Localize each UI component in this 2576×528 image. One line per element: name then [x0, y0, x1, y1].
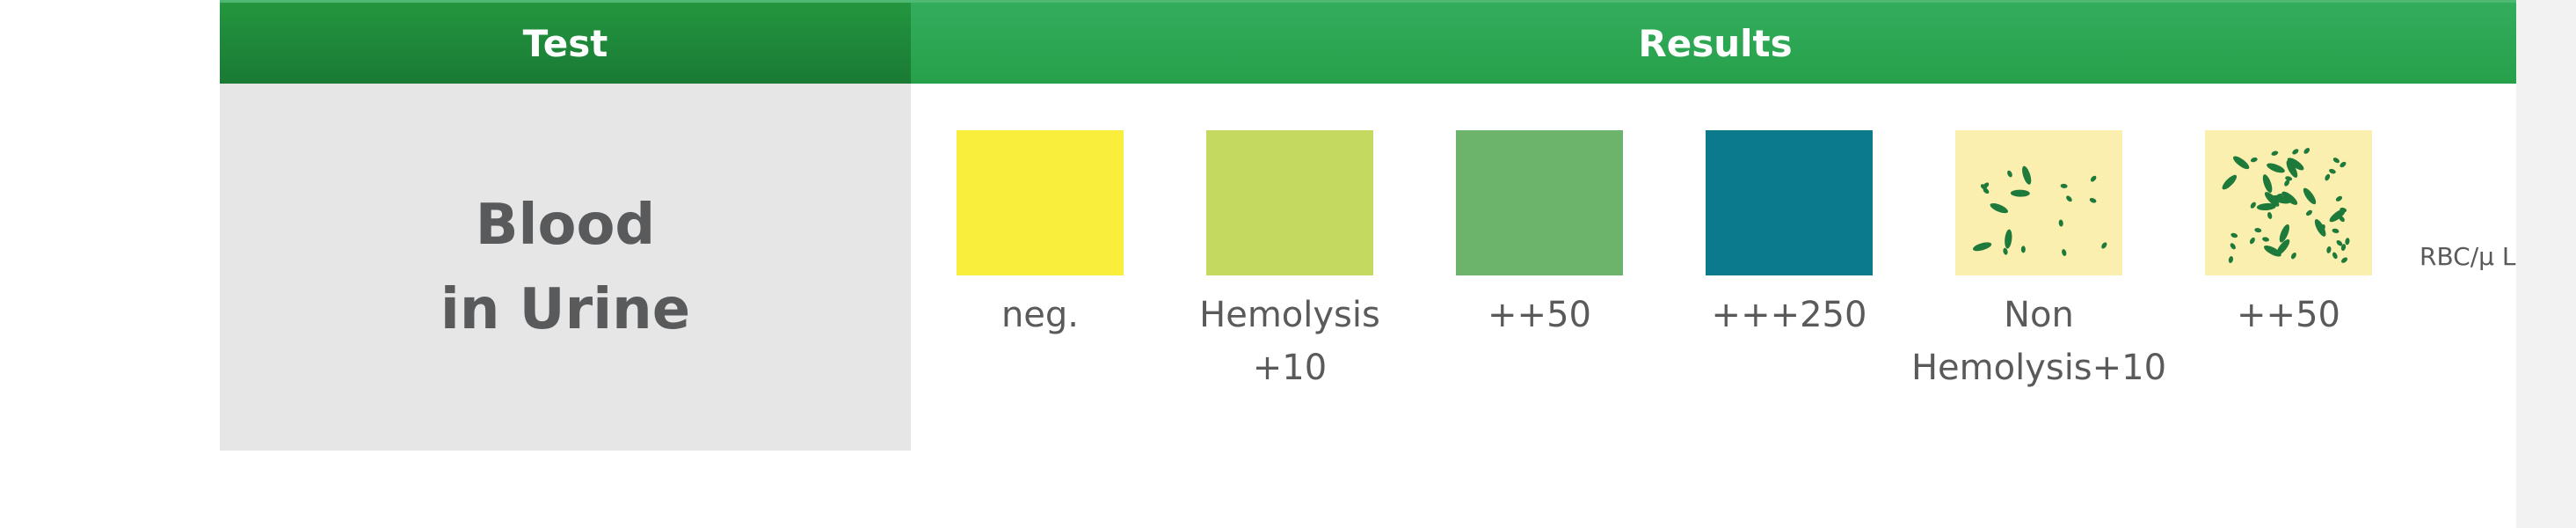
spot — [2022, 165, 2032, 185]
spot — [2003, 247, 2008, 255]
result-label-line1: Hemolysis — [1199, 295, 1380, 335]
result-label-line1: Non — [2004, 295, 2074, 335]
spot — [2271, 194, 2291, 204]
result-label-line1: +++250 — [1711, 295, 1867, 335]
spot — [1990, 202, 2009, 214]
spot — [2250, 202, 2256, 209]
spot — [2279, 224, 2289, 243]
spot — [2281, 191, 2298, 205]
spot — [2335, 195, 2343, 202]
color-swatch-3 — [1706, 130, 1873, 275]
spot — [2010, 189, 2030, 197]
result-label-4: Non Hemolysis+10 — [1907, 289, 2171, 394]
spot — [2287, 158, 2304, 171]
spot — [2058, 219, 2063, 227]
color-swatch-5 — [2205, 130, 2372, 275]
spot — [2230, 232, 2238, 238]
spot — [2249, 237, 2255, 245]
spot — [2303, 187, 2317, 205]
result-label-line1: ++50 — [1488, 295, 1591, 335]
spot — [2340, 161, 2347, 168]
result-label-1: Hemolysis +10 — [1158, 289, 1422, 394]
spot — [2332, 228, 2340, 233]
color-swatch-4 — [1955, 130, 2122, 275]
result-label-5: ++50 — [2157, 289, 2420, 341]
spot — [2332, 158, 2340, 164]
test-column-header: Test — [220, 0, 911, 84]
result-label-line2: Hemolysis+10 — [1910, 348, 2167, 388]
spot — [2340, 244, 2347, 252]
spot — [2060, 183, 2068, 188]
spots-pattern — [1972, 165, 2107, 256]
spot — [2345, 238, 2350, 246]
result-label-line2: +10 — [1252, 348, 1328, 388]
color-swatch-2 — [1456, 130, 1623, 275]
spot — [2329, 168, 2336, 174]
spot — [2285, 176, 2293, 181]
color-swatch-1 — [1206, 130, 1373, 275]
spot — [2284, 180, 2290, 187]
unit-label: RBC/μ L — [2420, 242, 2516, 271]
spot — [2005, 229, 2012, 249]
spot — [2267, 212, 2273, 219]
spot — [2233, 156, 2250, 170]
result-label-0: neg. — [908, 289, 1172, 341]
spot — [2341, 257, 2348, 263]
spot — [2303, 148, 2310, 154]
right-edge-band — [2516, 0, 2576, 528]
spot — [2101, 242, 2107, 249]
result-label-line1: neg. — [1001, 295, 1080, 335]
spot — [2262, 174, 2273, 194]
spot — [2264, 192, 2280, 207]
spot — [2271, 150, 2279, 156]
spot — [1983, 187, 1990, 194]
spot — [2305, 209, 2312, 216]
spots-pattern — [2222, 148, 2350, 263]
spot — [2066, 195, 2072, 202]
test-name-cell: Blood in Urine — [220, 84, 911, 451]
spot — [2230, 243, 2236, 250]
spot — [2263, 245, 2281, 257]
spot — [2325, 173, 2331, 181]
spot — [2276, 238, 2290, 255]
spot — [2256, 202, 2276, 211]
test-name-line1: Blood — [475, 192, 656, 258]
results-column-header: Results — [911, 0, 2520, 84]
spot — [2222, 174, 2238, 190]
color-swatch-0 — [957, 130, 1124, 275]
spot — [2090, 175, 2097, 182]
spot — [2254, 228, 2262, 233]
spot — [2062, 249, 2067, 256]
spot — [2007, 170, 2012, 178]
spot — [2250, 157, 2258, 163]
result-label-2: ++50 — [1408, 289, 1671, 341]
spot — [2336, 239, 2343, 246]
test-name-line2: in Urine — [440, 276, 691, 342]
spot — [2262, 237, 2270, 242]
result-label-3: +++250 — [1657, 289, 1921, 341]
spot — [2314, 219, 2326, 237]
spot — [2332, 252, 2338, 260]
spot — [2329, 209, 2346, 223]
spot — [2292, 149, 2299, 155]
spot — [2267, 163, 2285, 173]
spot — [2326, 246, 2332, 253]
spot — [2286, 160, 2298, 178]
spot — [2020, 246, 2026, 253]
spot — [2089, 197, 2097, 203]
spot — [1972, 242, 1992, 252]
spot — [2290, 252, 2296, 260]
spot — [2228, 256, 2234, 263]
result-label-line1: ++50 — [2237, 295, 2340, 335]
